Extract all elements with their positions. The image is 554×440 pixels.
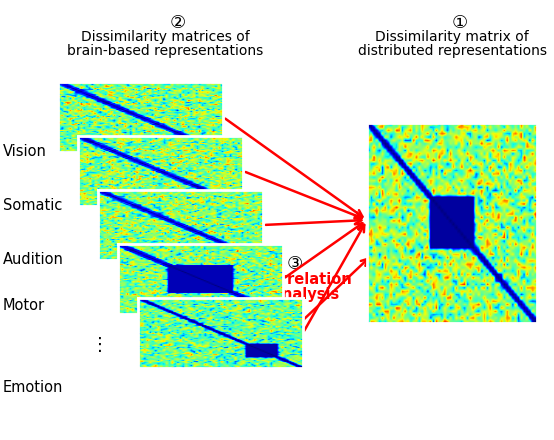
Text: ⋮: ⋮ bbox=[91, 336, 109, 354]
Text: Motor: Motor bbox=[3, 298, 45, 313]
Text: Vision: Vision bbox=[3, 144, 47, 159]
Text: ②: ② bbox=[170, 14, 186, 32]
Text: Audition: Audition bbox=[3, 253, 64, 268]
Text: Somatic: Somatic bbox=[3, 198, 63, 213]
Text: ③: ③ bbox=[287, 255, 303, 273]
Text: distributed representations: distributed representations bbox=[357, 44, 546, 58]
Text: Emotion: Emotion bbox=[3, 379, 63, 395]
Text: brain-based representations: brain-based representations bbox=[67, 44, 263, 58]
Text: Correlation: Correlation bbox=[260, 272, 352, 287]
Text: ①: ① bbox=[452, 14, 468, 32]
Text: Dissimilarity matrix of: Dissimilarity matrix of bbox=[375, 30, 529, 44]
Text: Dissimilarity matrices of: Dissimilarity matrices of bbox=[81, 30, 249, 44]
Text: analysis: analysis bbox=[273, 287, 340, 302]
